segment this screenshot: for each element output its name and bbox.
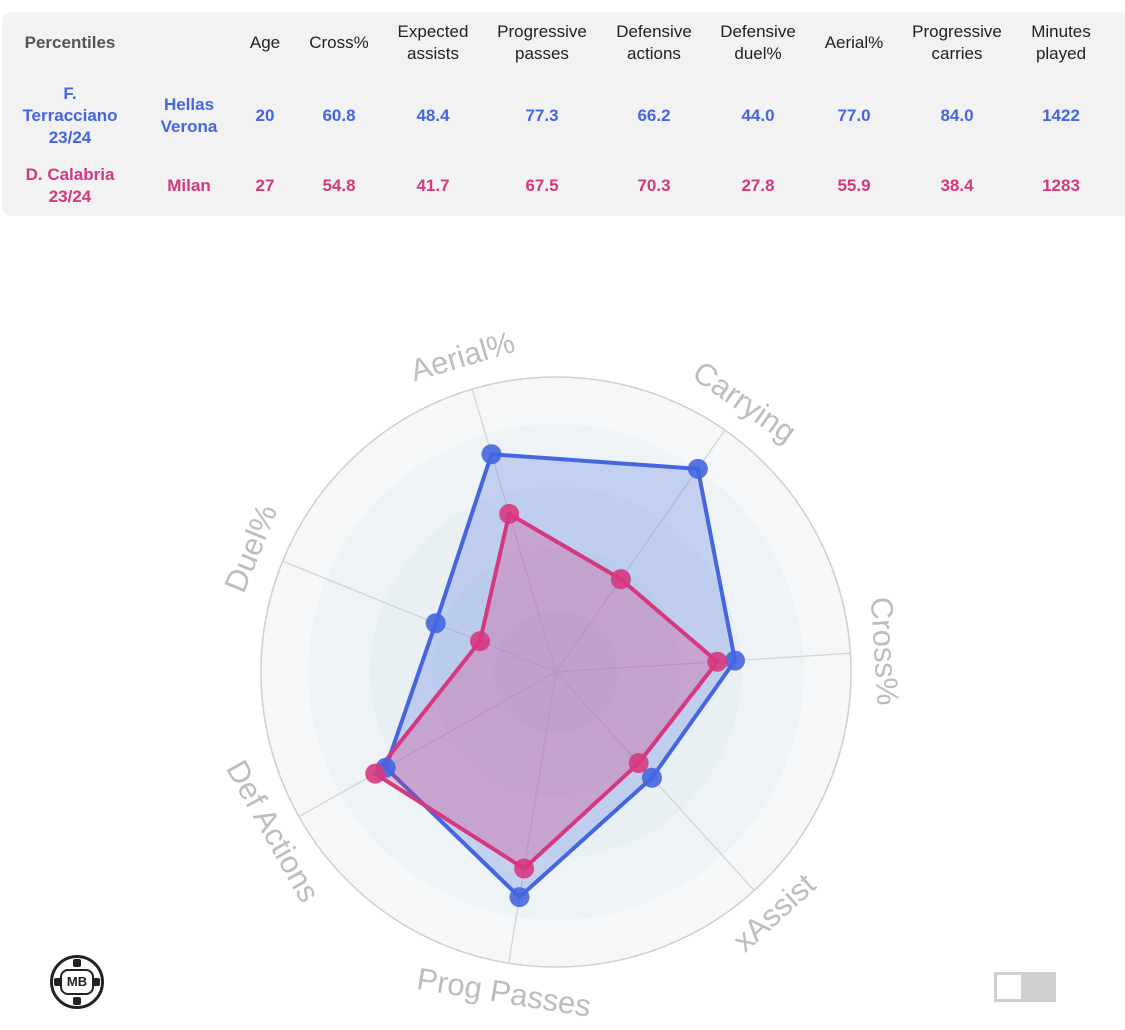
table-cell: 66.2 — [637, 106, 671, 125]
data-point — [481, 444, 502, 465]
axis-label: Cross% — [864, 596, 906, 706]
logo-text: MB — [60, 969, 94, 995]
data-point — [425, 613, 446, 634]
percentiles-table — [2, 12, 1125, 216]
table-cell: 60.8 — [322, 106, 356, 125]
series-area — [373, 511, 720, 871]
player-name: F. Terracciano 23/24 — [22, 84, 118, 147]
data-point — [707, 651, 728, 672]
series-area — [383, 452, 737, 900]
data-point — [514, 858, 535, 879]
table-header: Defensive actions — [616, 22, 692, 63]
table-cell: 55.9 — [837, 176, 871, 195]
radar-spoke — [508, 671, 557, 964]
table-header: Progressive carries — [912, 22, 1002, 63]
table-cell: 44.0 — [741, 106, 775, 125]
radar-spoke — [282, 560, 557, 673]
table-cell: 77.3 — [525, 106, 559, 125]
data-point — [724, 650, 745, 671]
data-point — [499, 503, 520, 524]
table-header: Cross% — [309, 33, 369, 52]
data-point — [687, 458, 708, 479]
axis-label: Prog Passes — [414, 961, 593, 1024]
table-header: Aerial% — [824, 33, 884, 52]
table-cell: 41.7 — [416, 176, 450, 195]
radar-spoke — [298, 671, 557, 818]
mb-logo: MB — [50, 955, 104, 1009]
table-cell: 1283 — [1042, 176, 1080, 195]
data-point — [628, 753, 649, 774]
axis-label: Aerial% — [406, 324, 518, 388]
data-point — [610, 569, 631, 590]
data-point — [470, 631, 490, 652]
team-name: Milan — [167, 176, 211, 195]
table-header: Progressive passes — [497, 22, 587, 63]
view-toggle[interactable] — [994, 972, 1056, 1002]
table-cell: 67.5 — [525, 176, 559, 195]
data-point — [365, 763, 386, 784]
table-cell: 1422 — [1042, 106, 1080, 125]
radar-spoke — [471, 388, 557, 673]
table-cell: 84.0 — [940, 106, 974, 125]
toggle-knob[interactable] — [997, 975, 1021, 999]
table-cell: 27 — [255, 176, 275, 195]
data-point — [509, 887, 530, 908]
table-header: Expected assists — [397, 22, 469, 63]
player-name: D. Calabria 23/24 — [25, 165, 115, 206]
table-header: Defensive duel% — [720, 22, 796, 63]
table-cell: 70.3 — [637, 176, 671, 195]
team-name: Hellas Verona — [160, 95, 218, 136]
data-point — [641, 767, 662, 788]
table-cell: 20 — [255, 106, 275, 125]
table-cell: 38.4 — [940, 176, 974, 195]
table-header: Minutes played — [1031, 22, 1091, 63]
table-header: Percentiles — [24, 33, 116, 52]
table-cell: 77.0 — [837, 106, 871, 125]
table-header: Age — [249, 33, 281, 52]
radar-spoke — [555, 652, 851, 673]
table-cell: 48.4 — [416, 106, 450, 125]
table-cell: 27.8 — [741, 176, 775, 195]
table-cell: 54.8 — [322, 176, 356, 195]
